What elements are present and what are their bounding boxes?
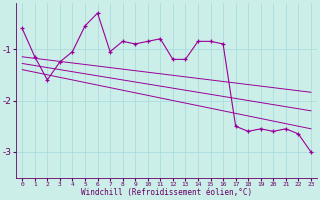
X-axis label: Windchill (Refroidissement éolien,°C): Windchill (Refroidissement éolien,°C) xyxy=(81,188,252,197)
